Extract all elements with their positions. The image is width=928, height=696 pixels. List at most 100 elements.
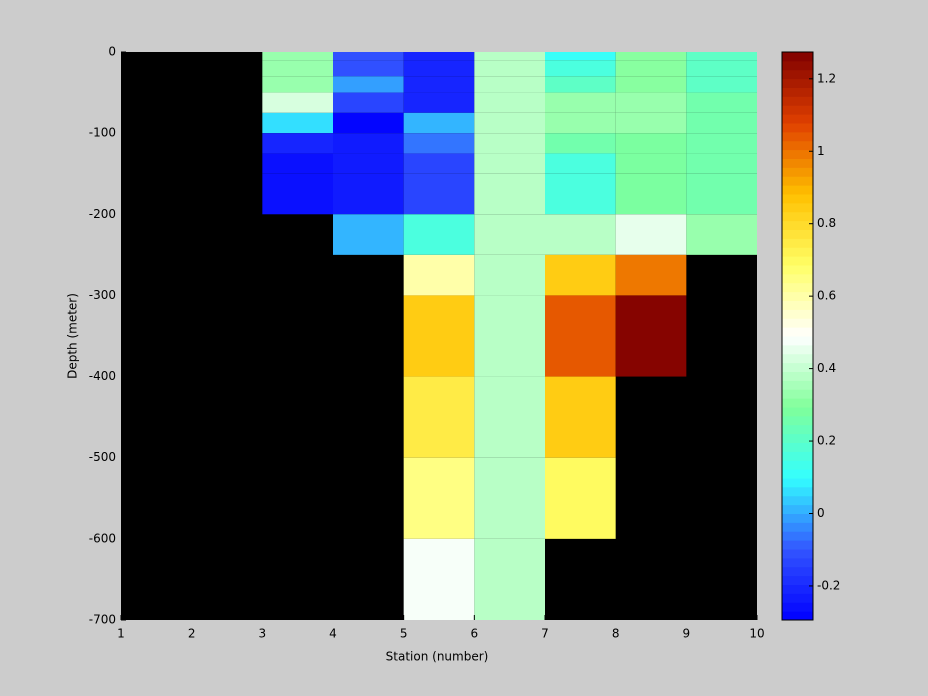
colorbar-step xyxy=(782,424,813,435)
colorbar-step xyxy=(782,362,813,372)
heatmap-cell xyxy=(403,153,475,174)
colorbar-step xyxy=(782,327,813,337)
heatmap-cell xyxy=(474,153,545,174)
colorbar-step xyxy=(782,96,813,106)
colorbar-step xyxy=(782,52,813,62)
heatmap-cell xyxy=(686,153,757,174)
heatmap-cell xyxy=(686,60,757,77)
colorbar-step xyxy=(782,185,813,195)
y-tick-label: -300 xyxy=(89,288,116,302)
heatmap-cell xyxy=(545,376,616,458)
heatmap-cell xyxy=(615,52,687,61)
heatmap-cell xyxy=(474,60,545,77)
x-axis-label: Station (number) xyxy=(386,650,489,664)
heatmap-cell xyxy=(545,214,616,255)
colorbar-step xyxy=(782,105,813,115)
heatmap-cell xyxy=(615,173,687,215)
colorbar-tick-label: 0.2 xyxy=(817,434,836,448)
colorbar-step xyxy=(782,602,813,612)
heatmap-cell xyxy=(474,538,545,620)
heatmap-cell xyxy=(615,153,687,174)
x-tick-label: 4 xyxy=(329,627,337,641)
colorbar-step xyxy=(782,131,813,142)
heatmap-cell xyxy=(262,76,333,93)
heatmap-cell xyxy=(403,133,475,154)
colorbar-step xyxy=(782,60,813,71)
colorbar-step xyxy=(782,469,813,479)
x-tick-label: 1 xyxy=(117,627,125,641)
colorbar-step xyxy=(782,549,813,559)
colorbar-tick-label: 1 xyxy=(817,144,825,158)
heatmap-cell xyxy=(333,153,404,174)
colorbar-tick-label: 0.6 xyxy=(817,289,836,303)
colorbar-step xyxy=(782,167,813,177)
heatmap-cell xyxy=(686,112,757,134)
heatmap-cell xyxy=(474,112,545,134)
colorbar-step xyxy=(782,256,813,266)
colorbar-step xyxy=(782,486,813,497)
colorbar-step xyxy=(782,495,813,506)
heatmap-cell xyxy=(403,376,475,458)
x-tick-label: 2 xyxy=(188,627,196,641)
colorbar-step xyxy=(782,229,813,239)
heatmap-cell xyxy=(545,76,616,93)
y-tick-label: -200 xyxy=(89,207,116,221)
heatmap-cell xyxy=(403,214,475,255)
colorbar-step xyxy=(782,238,813,248)
heatmap-cell xyxy=(615,92,687,113)
heatmap-cell xyxy=(403,254,475,296)
colorbar-step xyxy=(782,513,813,523)
colorbar-tick-label: 0 xyxy=(817,506,825,520)
heatmap-cell xyxy=(474,133,545,154)
heatmap-cell xyxy=(262,52,333,61)
colorbar-step xyxy=(782,522,813,532)
colorbar-step xyxy=(782,149,813,159)
colorbar-tick-label: 0.8 xyxy=(817,216,836,230)
colorbar-step xyxy=(782,611,813,621)
colorbar-step xyxy=(782,69,813,80)
colorbar-step xyxy=(782,478,813,488)
heatmap-cell xyxy=(262,112,333,134)
heatmap-cell xyxy=(686,133,757,154)
heatmap-cell xyxy=(262,92,333,113)
x-tick-label: 6 xyxy=(471,627,479,641)
heatmap-cell xyxy=(403,538,475,620)
colorbar-step xyxy=(782,211,813,222)
colorbar-step xyxy=(782,380,813,390)
colorbar-step xyxy=(782,593,813,603)
colorbar-step xyxy=(782,460,813,470)
heatmap-cell xyxy=(545,153,616,174)
colorbar-step xyxy=(782,442,813,452)
colorbar-step xyxy=(782,451,813,461)
colorbar-step xyxy=(782,291,813,301)
heatmap-cell xyxy=(403,60,475,77)
heatmap-cell xyxy=(474,376,545,458)
colorbar-step xyxy=(782,273,813,284)
heatmap-cell xyxy=(545,254,616,296)
heatmap-cell xyxy=(686,214,757,255)
heatmap-cell xyxy=(615,214,687,255)
colorbar-step xyxy=(782,504,813,514)
heatmap-cell xyxy=(333,92,404,113)
colorbar-step xyxy=(782,566,813,577)
y-tick-label: -700 xyxy=(89,613,116,627)
colorbar-step xyxy=(782,300,813,310)
heatmap-cell xyxy=(474,76,545,93)
colorbar-step xyxy=(782,575,813,585)
heatmap-cell xyxy=(615,76,687,93)
heatmap-cell xyxy=(545,60,616,77)
heatmap-cell xyxy=(545,457,616,539)
colorbar-step xyxy=(782,398,813,408)
heatmap-cell xyxy=(262,153,333,174)
y-tick-label: -400 xyxy=(89,369,116,383)
y-tick-label: -500 xyxy=(89,450,116,464)
heatmap-cell xyxy=(333,214,404,255)
heatmap-cell xyxy=(615,254,687,296)
x-tick-label: 5 xyxy=(400,627,408,641)
heatmap-cell xyxy=(474,295,545,377)
heatmap-cell xyxy=(262,173,333,215)
colorbar-step xyxy=(782,318,813,328)
colorbar-tick-label: 1.2 xyxy=(817,71,836,85)
colorbar-step xyxy=(782,114,813,124)
